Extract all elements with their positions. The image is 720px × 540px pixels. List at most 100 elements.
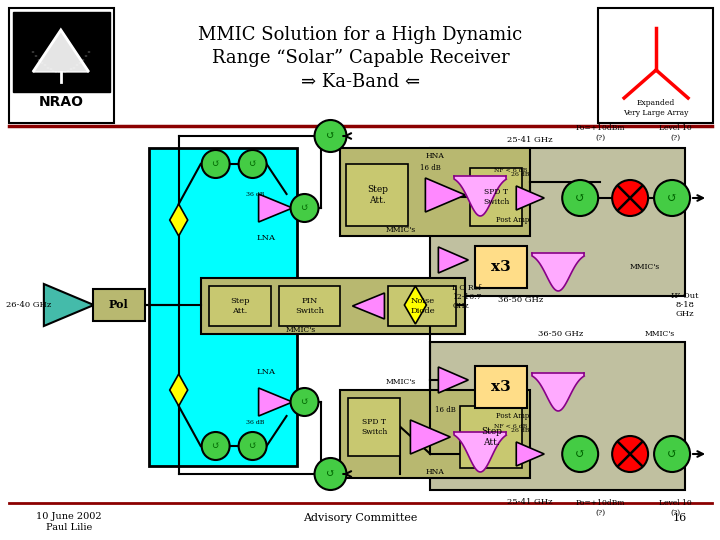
Text: Level 10
(?): Level 10 (?)	[659, 500, 691, 517]
Text: NF < 6 dB: NF < 6 dB	[494, 423, 527, 429]
Text: 16 dB: 16 dB	[435, 406, 456, 414]
Text: ↺: ↺	[667, 448, 678, 461]
Polygon shape	[410, 420, 450, 454]
Text: 36-50 GHz: 36-50 GHz	[498, 296, 543, 304]
Text: MMIC Solution for a High Dynamic: MMIC Solution for a High Dynamic	[198, 26, 523, 44]
Text: MMIC's: MMIC's	[645, 330, 675, 338]
Bar	[13, 12, 109, 92]
Circle shape	[291, 194, 318, 222]
Text: ↺: ↺	[326, 131, 336, 141]
Text: ↺: ↺	[248, 442, 256, 450]
Circle shape	[315, 458, 346, 490]
Circle shape	[562, 180, 598, 216]
Polygon shape	[438, 247, 468, 273]
Bar	[475, 246, 527, 288]
Polygon shape	[353, 293, 384, 319]
Bar	[460, 406, 522, 468]
Bar	[149, 148, 297, 466]
Text: Noise
Diode: Noise Diode	[410, 298, 435, 315]
Text: Step
Att.: Step Att.	[230, 298, 249, 315]
Polygon shape	[170, 204, 188, 236]
Text: NF < 6 dB: NF < 6 dB	[494, 167, 527, 172]
Circle shape	[612, 436, 648, 472]
Bar	[279, 286, 341, 326]
Text: Po=+10dBm
(?): Po=+10dBm (?)	[575, 500, 625, 517]
Bar	[209, 286, 271, 326]
Text: L O Ref
12-16.7
GHz: L O Ref 12-16.7 GHz	[452, 284, 482, 310]
Circle shape	[238, 150, 266, 178]
Circle shape	[291, 388, 318, 416]
Circle shape	[562, 436, 598, 472]
Bar	[348, 398, 400, 456]
Text: HNA: HNA	[426, 152, 445, 160]
Text: ↺: ↺	[575, 192, 585, 205]
Bar	[341, 148, 530, 236]
Text: Step
Att.: Step Att.	[367, 185, 388, 205]
Bar	[9, 8, 114, 123]
Text: 26 dB: 26 dB	[511, 428, 529, 433]
Circle shape	[612, 180, 648, 216]
Polygon shape	[258, 194, 292, 222]
Bar	[388, 286, 456, 326]
Polygon shape	[405, 286, 426, 324]
Bar	[346, 164, 408, 226]
Bar	[201, 278, 465, 334]
Polygon shape	[516, 442, 544, 466]
Text: Post Amp: Post Amp	[495, 216, 529, 224]
Text: Advisory Committee: Advisory Committee	[303, 513, 418, 523]
Circle shape	[654, 436, 690, 472]
Text: Post Amp: Post Amp	[495, 412, 529, 420]
Polygon shape	[426, 178, 465, 212]
Text: 10 June 2002
Paul Lilie: 10 June 2002 Paul Lilie	[36, 512, 102, 532]
Polygon shape	[516, 186, 544, 210]
Text: MMIC's: MMIC's	[630, 263, 660, 271]
Text: ⇒ Ka-Band ⇐: ⇒ Ka-Band ⇐	[301, 73, 420, 91]
Text: 26-40 GHz: 26-40 GHz	[6, 301, 52, 309]
Bar	[431, 342, 685, 490]
Text: SPD T
Switch: SPD T Switch	[361, 418, 387, 436]
Text: 36-50 GHz: 36-50 GHz	[538, 330, 582, 338]
Text: PIN
Switch: PIN Switch	[295, 298, 324, 315]
Bar	[598, 8, 713, 123]
Text: ↺: ↺	[575, 448, 585, 461]
Bar	[431, 148, 685, 296]
Text: ↺: ↺	[300, 204, 309, 213]
Text: 25-41 GHz: 25-41 GHz	[508, 136, 553, 144]
Text: NRAO: NRAO	[38, 95, 84, 109]
Bar	[475, 366, 527, 408]
Text: Step
Att.: Step Att.	[481, 427, 502, 447]
Text: ↺: ↺	[326, 469, 336, 479]
Text: 16 dB: 16 dB	[420, 164, 441, 172]
Text: MMIC's: MMIC's	[385, 226, 415, 234]
Bar	[341, 390, 530, 478]
Text: MMIC's: MMIC's	[285, 326, 315, 334]
Text: SPD T
Switch: SPD T Switch	[483, 188, 510, 206]
Text: 26 dB: 26 dB	[511, 172, 529, 177]
Text: ↺: ↺	[212, 159, 220, 168]
Text: LNA: LNA	[256, 368, 275, 376]
Circle shape	[202, 150, 230, 178]
Polygon shape	[44, 284, 94, 326]
Bar	[470, 168, 522, 226]
Polygon shape	[438, 367, 468, 393]
Text: Po=+10dBm
(?): Po=+10dBm (?)	[575, 124, 625, 141]
Circle shape	[654, 180, 690, 216]
Text: Pol: Pol	[109, 300, 129, 310]
Text: ↺: ↺	[248, 159, 256, 168]
Text: ↺: ↺	[300, 397, 309, 407]
Circle shape	[202, 432, 230, 460]
Text: 16: 16	[673, 513, 687, 523]
Text: Level 10
(?): Level 10 (?)	[659, 124, 691, 141]
Text: MMIC's: MMIC's	[385, 378, 415, 386]
Text: 36 dB: 36 dB	[246, 420, 265, 424]
Circle shape	[238, 432, 266, 460]
Text: ↺: ↺	[667, 192, 678, 205]
Text: IF Out
8-18
GHz: IF Out 8-18 GHz	[671, 292, 699, 318]
Text: ↺: ↺	[212, 442, 220, 450]
Text: LNA: LNA	[256, 234, 275, 242]
Polygon shape	[258, 388, 292, 416]
Polygon shape	[33, 30, 89, 72]
Text: 25-41 GHz: 25-41 GHz	[508, 498, 553, 506]
Bar	[93, 289, 145, 321]
Text: 36 dB: 36 dB	[246, 192, 265, 197]
